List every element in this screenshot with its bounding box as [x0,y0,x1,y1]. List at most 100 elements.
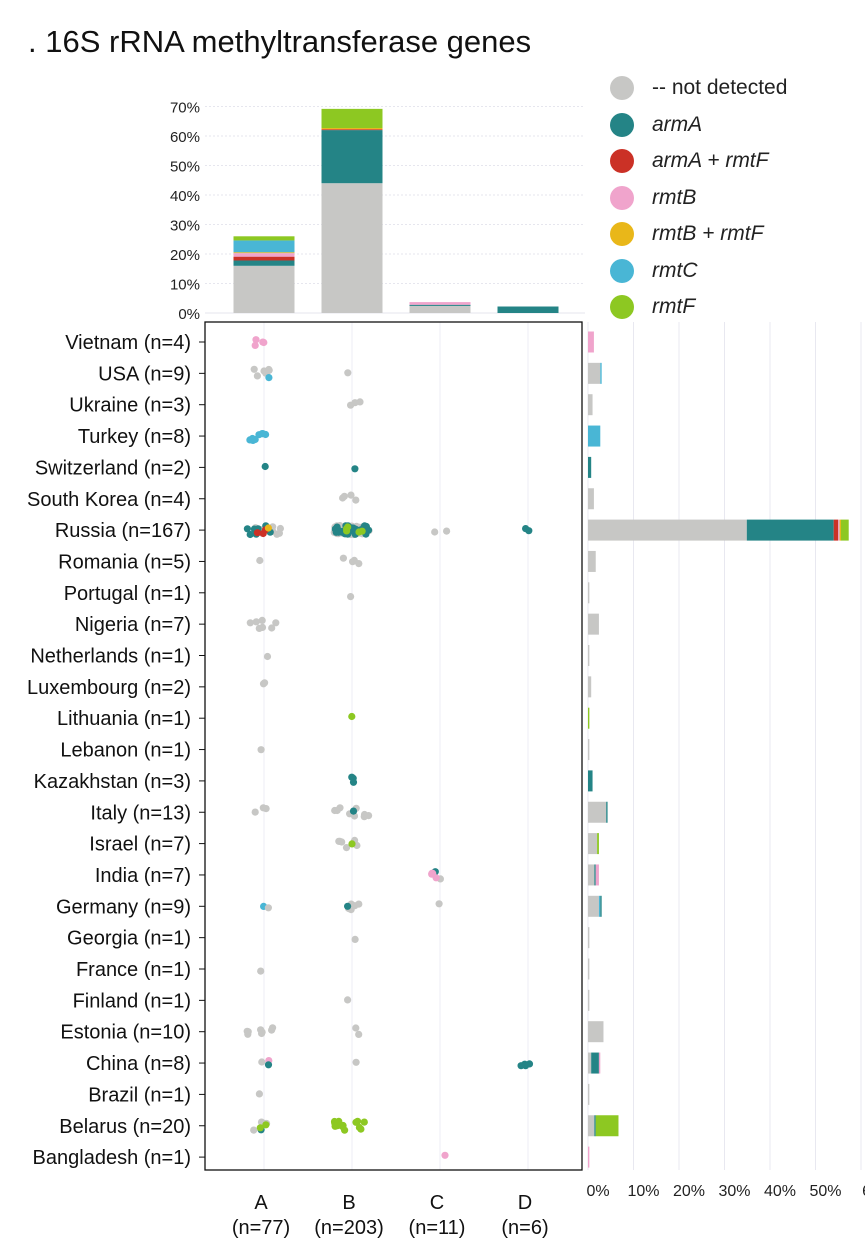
isolate-point-not_detected [350,556,358,565]
isolate-point-not_detected [336,804,344,812]
country-label: Netherlands (n=1) [30,646,191,668]
country-label: Bangladesh (n=1) [33,1147,191,1169]
y-tick-label: 30% [170,218,200,235]
hbar-segment-not_detected [588,989,590,1011]
hbar-segment-not_detected [588,362,601,384]
hbar-segment-not_detected [588,645,590,666]
right-horizontal-bar-chart: 0% 10% 20% 30% 40% 50% 60 [586,322,865,1200]
isolate-point-not_detected [360,810,369,819]
isolate-point-not_detected [347,491,355,499]
hbar-segment-rmtB_rmtF [839,519,841,541]
isolate-point-not_detected [251,808,259,816]
isolate-point-rmtF [348,712,356,721]
isolate-point-not_detected [258,616,266,625]
country-label: Brazil (n=1) [88,1084,191,1106]
country-label: Nigeria (n=7) [75,614,191,636]
isolate-point-not_detected [342,844,351,852]
legend-item-rmtF: rmtF [610,289,787,326]
country-label: Estonia (n=10) [60,1022,191,1044]
isolate-point-not_detected [250,365,258,373]
hbar-segment-not_detected [588,958,590,980]
top-stacked-bar-chart: 0% 10% 20% 30% 40% 50% 60% 70% [170,100,585,323]
isolate-point-not_detected [259,680,268,688]
isolate-point-not_detected [253,372,261,380]
country-label: South Korea (n=4) [27,489,191,511]
bar-segment-A-armA_rmtF [233,256,295,261]
isolate-point-not_detected [244,1030,252,1038]
x-group-count: (n=11) [409,1217,466,1239]
isolate-point-rmtC [265,374,273,382]
hbar-segment-rmtB [838,519,840,541]
legend-label: rmtB [652,185,697,209]
isolate-point-not_detected [352,1058,360,1066]
x-tick-label: 20% [673,1183,705,1200]
isolate-point-rmtF [262,1121,270,1129]
legend-item-rmtB_rmtF: rmtB + rmtF [610,216,787,253]
isolate-point-not_detected [257,746,265,754]
legend-label: rmtC [652,258,698,282]
country-scatter-chart: Vietnam (n=4) USA (n=9) Ukraine (n=3) Turke… [27,321,583,1239]
x-group-count: (n=203) [314,1217,384,1239]
isolate-point-not_detected [258,1058,266,1066]
isolate-point-not_detected [355,1030,363,1038]
legend-swatch [610,112,634,137]
isolate-point-rmtF [355,1123,363,1132]
hbar-segment-not_detected [588,613,599,635]
hbar-segment-rmtC [598,895,601,917]
x-group-label: C [430,1192,444,1214]
isolate-point-rmtF [352,1118,360,1126]
bar-segment-A-rmtB [233,253,295,257]
hbar-segment-not_detected [588,801,607,823]
x-tick-label: 30% [718,1183,750,1200]
legend-item-rmtB: rmtB [610,180,787,217]
isolate-point-armA [261,462,269,471]
isolate-point-rmtB [432,874,440,882]
bar-segment-B-armA_rmtF [321,129,383,131]
bar-segment-C-rmtB [409,302,471,305]
hbar-segment-rmtB [588,1146,590,1168]
hbar-segment-not_detected [588,833,598,855]
isolate-point-armA [349,524,357,532]
hbar-segment-not_detected [588,519,747,541]
isolate-point-not_detected [339,554,347,562]
bar-segment-B-not_detected [321,183,383,313]
x-group-count: (n=77) [232,1217,290,1239]
legend-item-armA: armA [610,107,787,144]
hbar-segment-rmtF [588,707,590,729]
isolate-point-armA [525,527,533,535]
bar-segment-C-not_detected [409,305,471,313]
isolate-point-rmtC [251,435,259,444]
isolate-point-armA [335,528,343,536]
country-label: Germany (n=9) [56,896,191,918]
hbar-segment-armA [606,801,608,823]
country-label: Switzerland (n=2) [35,457,191,479]
y-tick-label: 60% [170,129,200,146]
hbar-segment-not_detected [588,895,599,917]
hbar-segment-armA [591,1052,599,1074]
hbar-segment-not_detected [588,1083,590,1105]
country-label: Lebanon (n=1) [60,740,191,762]
y-tick-label: 0% [178,306,200,323]
isolate-point-armA [344,902,352,910]
isolate-point-not_detected [435,900,443,908]
isolate-point-armA [521,1060,529,1068]
hbar-segment-rmtB [598,1052,601,1074]
isolate-point-rmtF [348,840,356,848]
country-label: Israel (n=7) [89,834,191,856]
isolate-point-not_detected [250,1126,258,1134]
legend-label: -- not detected [652,76,788,100]
isolate-point-not_detected [255,1090,263,1098]
legend-label: armA [652,112,703,136]
y-tick-label: 20% [170,247,200,264]
isolate-point-not_detected [252,618,260,626]
x-tick-label: 40% [764,1183,796,1200]
legend-label: rmtB + rmtF [652,222,764,246]
country-label: Portugal (n=1) [64,583,191,605]
legend-item-not_detected: -- not detected [610,70,787,107]
legend: -- not detected armA armA + rmtF rmtB rmtB +… [610,70,787,326]
country-label: Kazakhstan (n=3) [34,771,191,793]
hbar-segment-armA [588,770,593,792]
legend-swatch [610,295,634,320]
x-tick-label: 50% [809,1183,841,1200]
hbar-segment-armA [594,864,596,886]
